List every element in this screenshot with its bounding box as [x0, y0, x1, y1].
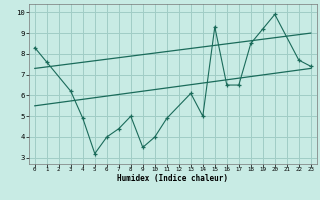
X-axis label: Humidex (Indice chaleur): Humidex (Indice chaleur) — [117, 174, 228, 183]
